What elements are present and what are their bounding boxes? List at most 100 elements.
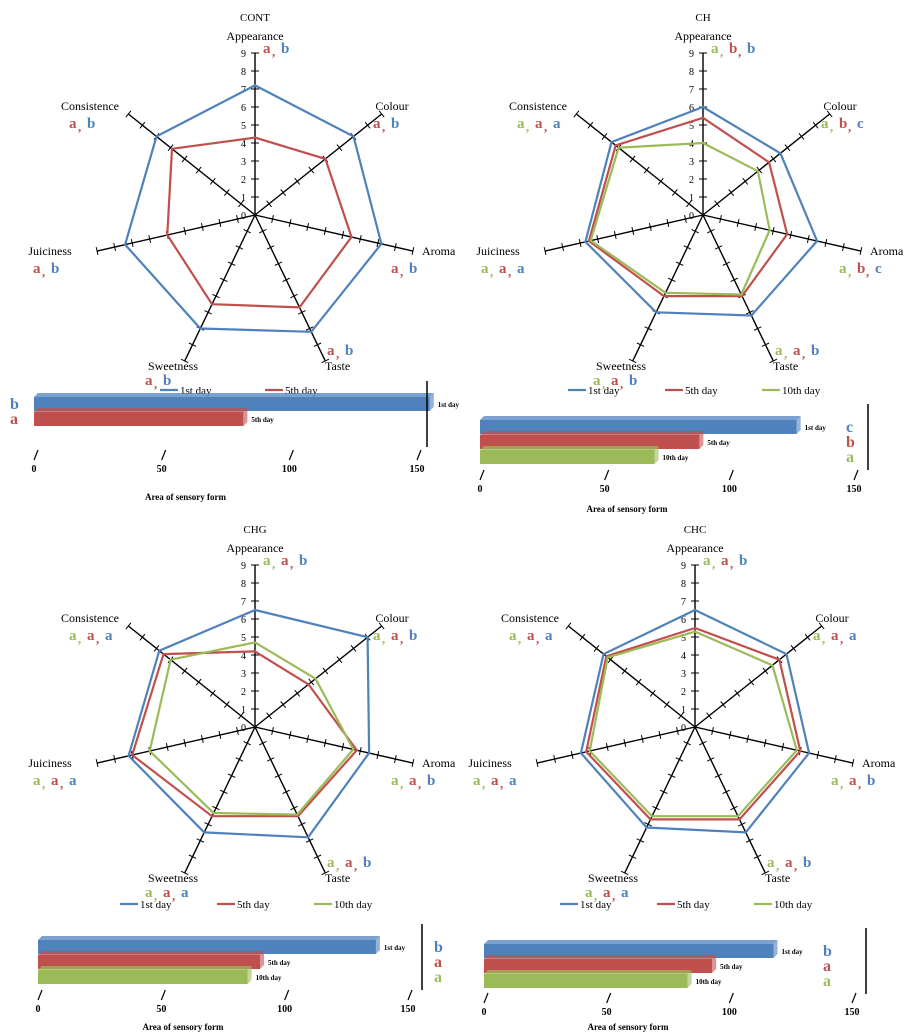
bar-tick-label: 100 xyxy=(282,464,297,475)
bar-side-face xyxy=(243,408,248,426)
axis-label-sweetness: Sweetness xyxy=(148,871,198,885)
bar-day10 xyxy=(484,974,688,988)
letter-separator: , xyxy=(620,376,623,391)
bar-label: 1st day xyxy=(805,424,827,432)
bar-side-face xyxy=(687,970,692,988)
letter-separator: , xyxy=(482,776,485,791)
letter-separator: , xyxy=(42,264,45,279)
radar-tick xyxy=(706,229,715,234)
bar-significance-letter: a xyxy=(434,954,442,971)
bar-top-face xyxy=(34,393,434,397)
radar-tick xyxy=(804,633,811,641)
radar-tick xyxy=(394,755,397,764)
radar-axis-line xyxy=(632,214,704,362)
radar-tick xyxy=(288,218,292,228)
radar-tick xyxy=(666,218,670,228)
radar-tick xyxy=(308,678,315,686)
axis-label-appearance: Appearance xyxy=(226,29,283,43)
radar-axis-line xyxy=(254,214,414,252)
radar-tick xyxy=(167,144,174,152)
radar-tick xyxy=(631,227,635,236)
axis-label-consistence: Consistence xyxy=(501,611,559,625)
radar-tick xyxy=(180,358,189,364)
bar-day1 xyxy=(34,397,430,411)
radar-tick xyxy=(722,261,731,266)
radar-scale-label: 9 xyxy=(241,49,246,60)
axis-label-appearance: Appearance xyxy=(226,541,283,555)
radar-tick xyxy=(212,293,220,299)
radar-scale-label: 7 xyxy=(681,597,686,608)
letter-separator: , xyxy=(400,264,403,279)
bar-label: 10th day xyxy=(663,454,689,462)
radar-tick xyxy=(282,789,291,795)
radar-tick xyxy=(675,261,684,266)
significance-letter: c xyxy=(875,261,882,277)
radar-scale-label: 1 xyxy=(681,705,686,716)
radar-scale-label: 0 xyxy=(241,211,246,222)
letter-separator: , xyxy=(526,119,529,134)
radar-axis-line xyxy=(184,214,256,362)
significance-letter: a xyxy=(145,373,153,389)
significance-letter: a xyxy=(703,553,711,569)
radar-tick xyxy=(628,854,637,859)
letter-separator: , xyxy=(822,631,825,646)
radar-tick xyxy=(219,789,228,795)
radar-tick xyxy=(644,326,653,331)
significance-letter: a xyxy=(345,855,353,871)
radar-tick xyxy=(188,342,197,347)
bar-chart-ch: 1st day 5th day 10th day cba 0 50 100 150 Area o… xyxy=(478,404,869,514)
axis-label-consistence: Consistence xyxy=(509,99,567,113)
radar-scale-label: 3 xyxy=(689,157,694,168)
significance-letter: a xyxy=(711,41,719,57)
radar-tick xyxy=(753,854,762,859)
radar-tick xyxy=(842,243,845,252)
significance-letter: a xyxy=(327,343,335,359)
significance-letter: b xyxy=(629,373,637,389)
bar-tick-label: 150 xyxy=(847,484,862,495)
letter-separator: , xyxy=(840,631,843,646)
bar-axis-tick xyxy=(407,989,413,1001)
significance-letter: a xyxy=(721,553,729,569)
radar-tick xyxy=(691,229,700,234)
axis-label-taste: Taste xyxy=(325,871,350,885)
radar-scale-label: 8 xyxy=(681,579,686,590)
radar-tick xyxy=(728,730,732,740)
letter-separator: , xyxy=(272,556,275,571)
letter-separator: , xyxy=(848,119,851,134)
radar-scale-label: 3 xyxy=(241,669,246,680)
legend-label: 5th day xyxy=(237,899,270,911)
radar-tick xyxy=(235,245,244,250)
radar-tick xyxy=(238,712,244,720)
radar-tick xyxy=(658,730,662,740)
bar-significance-letter: b xyxy=(434,939,443,956)
significance-letter: b xyxy=(747,41,755,57)
significance-letter: b xyxy=(391,116,399,132)
radar-tick xyxy=(675,757,684,762)
axis-label-sweetness: Sweetness xyxy=(596,359,646,373)
significance-letter: a xyxy=(767,855,775,871)
radar-tick xyxy=(305,838,314,843)
bar-tick-label: 150 xyxy=(401,1004,416,1015)
significance-letter: b xyxy=(857,261,865,277)
radar-tick xyxy=(657,177,664,185)
radar-tick xyxy=(781,743,785,752)
radar-tick xyxy=(771,227,775,236)
letter-separator: , xyxy=(508,264,511,279)
radar-axis-line xyxy=(702,113,831,216)
significance-letter: b xyxy=(803,855,811,871)
radar-tick xyxy=(113,755,116,764)
significance-letter: a xyxy=(775,343,783,359)
significance-letter: b xyxy=(739,553,747,569)
axis-label-consistence: Consistence xyxy=(61,611,119,625)
radar-scale-label: 7 xyxy=(689,85,694,96)
chart-title: CONT xyxy=(240,12,270,24)
radar-scale-label: 0 xyxy=(689,211,694,222)
significance-letter: a xyxy=(473,773,481,789)
radar-axis-line xyxy=(536,726,696,764)
radar-series-day10 xyxy=(589,141,771,296)
significance-letter: a xyxy=(621,885,629,901)
radar-scale-label: 9 xyxy=(681,561,686,572)
radar-tick xyxy=(698,741,707,746)
significance-letter: a xyxy=(793,343,801,359)
